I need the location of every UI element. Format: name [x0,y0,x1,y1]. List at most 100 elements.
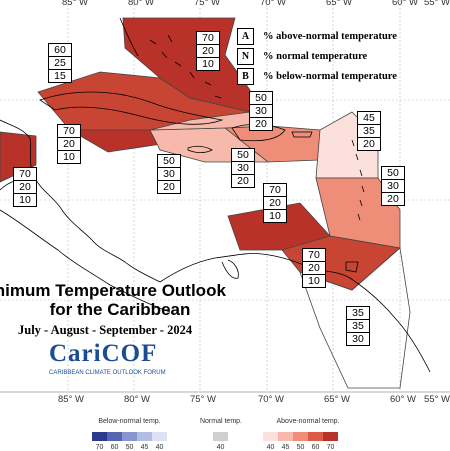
prob-box-jamaica: 50 30 20 [157,154,181,194]
prob-box-belize: 70 20 10 [13,167,37,207]
prob-below: 10 [197,57,219,70]
puerto-rico-coast [291,131,313,138]
colorbar-swatch [263,432,278,441]
key-row-below: B % below-normal temperature [237,66,409,86]
prob-box-cuba-south: 70 20 10 [57,124,81,164]
colorbar-swatch [122,432,137,441]
colorbar-swatch [323,432,338,441]
colorbar-swatch [308,432,323,441]
lon-label: 85° W [62,0,88,8]
colorbar-above-ticks: 40 45 50 60 70 [263,444,338,451]
central-america-pacific [0,209,171,313]
colorbar-swatch [213,432,228,441]
colorbar-tick: 45 [281,444,290,451]
prob-normal: 35 [347,319,369,332]
prob-above: 70 [308,249,320,261]
colorbar-normal-ticks: 40 [213,444,228,451]
probability-key: A % above-normal temperature N % normal … [237,26,409,86]
prob-box-abc: 70 20 10 [263,183,287,223]
key-text: % normal temperature [263,50,368,62]
prob-normal: 20 [14,180,36,193]
prob-above: 35 [352,307,364,319]
colorbar-tick: 60 [110,444,119,451]
prob-below: 10 [303,274,325,287]
prob-box-hispaniola: 50 30 20 [231,148,255,188]
prob-below: 20 [250,117,272,130]
top-longitude-labels: 85° W 80° W 75° W 70° W 65° W 60° W 55° … [62,0,450,8]
florida-coast [119,17,139,57]
colorbar-swatch [107,432,122,441]
prob-normal: 30 [158,167,180,180]
map-title-line2: for the Caribbean [49,300,191,319]
logo-tagline: CARIBBEAN CLIMATE OUTLOOK FORUM [49,370,166,376]
caricof-logo: CariCOF CARIBBEAN CLIMATE OUTLOOK FORUM [49,340,179,376]
prob-below: 20 [382,192,404,205]
prob-normal: 20 [264,196,286,209]
map-title-line1: inimum Temperature Outlook [0,281,226,300]
prob-below: 10 [264,209,286,222]
lon-label: 65° W [324,394,350,405]
prob-normal: 20 [197,44,219,57]
colorbar-tick: 60 [311,444,320,451]
prob-box-cuba-cayman: 60 25 15 [48,43,72,83]
colorbar-swatch [137,432,152,441]
lon-label: 55° W [424,0,450,8]
prob-above: 45 [363,112,375,124]
lon-label: 70° W [258,394,284,405]
prob-above: 50 [387,167,399,179]
colorbar-normal-cells [213,432,228,441]
prob-below: 20 [158,180,180,193]
prob-normal: 30 [250,104,272,117]
map-subtitle: July - August - September - 2024 [18,323,193,337]
prob-below: 10 [58,150,80,163]
prob-normal: 20 [58,137,80,150]
prob-box-windward: 50 30 20 [381,166,405,206]
colorbar-below-cells [92,432,167,441]
central-america-coast [0,119,161,283]
prob-above: 50 [237,149,249,161]
colorbar-normal: Normal temp. 40 [197,418,245,451]
prob-above: 70 [19,168,31,180]
prob-normal: 30 [232,161,254,174]
prob-box-trinidad: 70 20 10 [302,248,326,288]
colorbar-tick: 40 [155,444,164,451]
lon-label: 60° W [390,394,416,405]
colorbar-swatch [278,432,293,441]
prob-box-turks: 50 30 20 [249,91,273,131]
colorbar-tick: 50 [296,444,305,451]
colorbar-tick: 70 [95,444,104,451]
zone-guianas [299,247,411,389]
colorbar-below-label: Below-normal temp. [98,418,161,425]
key-text: % above-normal temperature [263,30,397,42]
colorbar-above-cells [263,432,338,441]
lon-label: 80° W [128,0,154,8]
key-letter: A [237,27,254,45]
prob-above: 70 [202,32,214,44]
prob-below: 30 [347,332,369,345]
colorbar-tick: 40 [266,444,275,451]
prob-normal: 30 [382,179,404,192]
colorbar-swatch [152,432,167,441]
lon-label: 80° W [124,394,150,405]
colorbar-swatch [92,432,107,441]
colorbar-above: Above-normal temp. 40 45 50 60 70 [258,418,358,451]
colorbar-tick: 40 [216,444,225,451]
colorbar-below-ticks: 70 60 50 45 40 [92,444,167,451]
bottom-longitude-labels: 85° W 80° W 75° W 70° W 65° W 60° W 55° … [58,394,450,405]
prob-box-guianas: 35 35 30 [346,306,370,346]
lon-label: 60° W [392,0,418,8]
prob-below: 20 [232,174,254,187]
colorbar-below: Below-normal temp. 70 60 50 45 40 [92,418,167,451]
bahamas-islands [149,34,222,99]
jamaica-coast [187,145,213,154]
prob-box-leeward: 45 35 20 [357,111,381,151]
colorbar-swatch [293,432,308,441]
key-text: % below-normal temperature [263,70,397,82]
prob-normal: 20 [303,261,325,274]
colorbar-above-label: Above-normal temp. [276,418,340,425]
prob-below: 10 [14,193,36,206]
key-row-above: A % above-normal temperature [237,26,409,46]
zone-belize [0,131,37,183]
lon-label: 75° W [194,0,220,8]
prob-above: 60 [54,44,66,56]
